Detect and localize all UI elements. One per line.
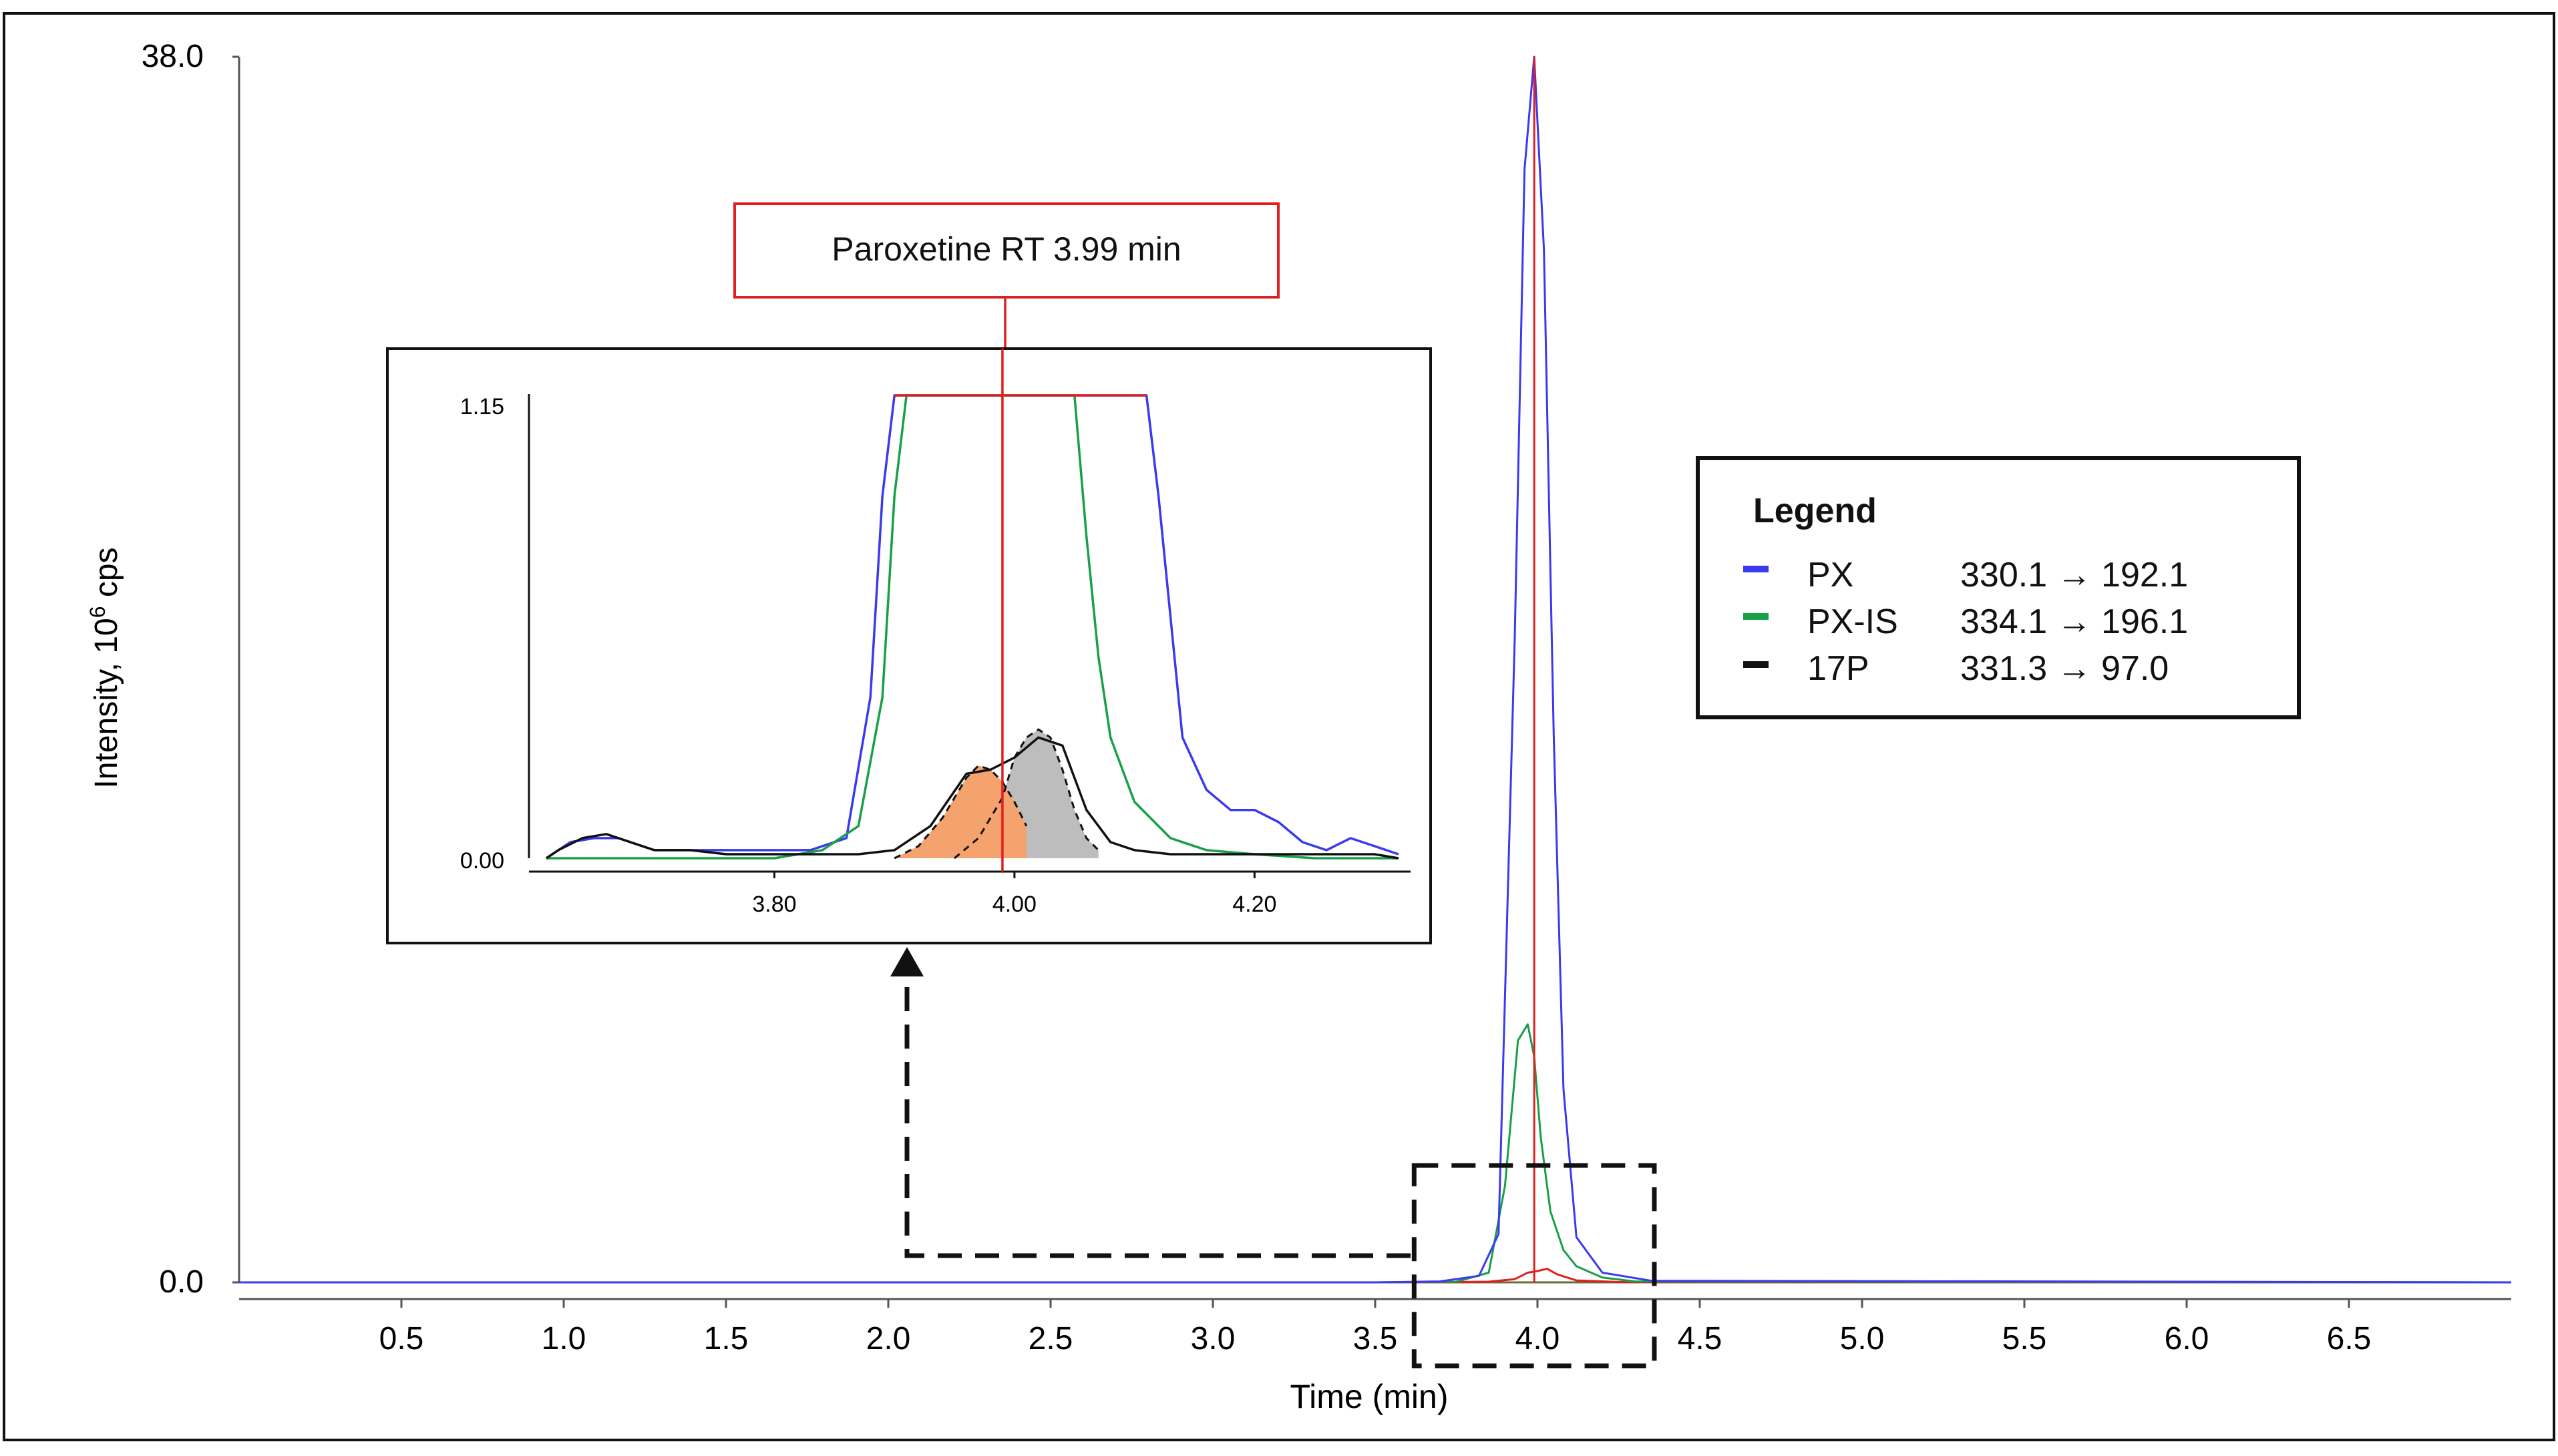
legend-item-name: PX: [1807, 556, 1853, 594]
x-axis-title: Time (min): [1290, 1378, 1448, 1415]
inset-x-ticks: 3.80 4.00 4.20: [752, 872, 1276, 917]
legend-title: Legend: [1753, 492, 1877, 530]
y-tick-label-top: 38.0: [142, 39, 204, 74]
legend: Legend PX 330.1 → 192.1 PX-IS 334.1 → 19…: [1696, 456, 2301, 719]
legend-item-name: 17P: [1807, 649, 1869, 688]
main-x-ticks: 0.5 1.0 1.5 2.0 2.5 3.0 3.5 4.0 4.5 5.0 5.5 6.0 6.5: [379, 1299, 2372, 1356]
inset-y-tick-label-bottom: 0.00: [460, 848, 504, 874]
inset-frame: [386, 347, 1432, 944]
x-tick-label: 4.0: [1515, 1321, 1560, 1356]
main-axes: 38.0 0.0 0.5 1.0 1.5 2.0 2.5 3.0 3.5 4.0 4.5 5.0 5…: [85, 39, 2511, 1415]
x-tick-label: 4.5: [1678, 1321, 1722, 1356]
legend-item: PX-IS 334.1 → 196.1: [1743, 602, 2188, 641]
legend-item-transition: 334.1 → 196.1: [1960, 602, 2188, 641]
zoom-connector-arrowhead: [890, 947, 924, 976]
zoom-connector-arrow-line: [904, 975, 1411, 1258]
main-series-line-17p: [239, 1268, 2512, 1284]
inset-px-peak-fill-orange: [894, 765, 1027, 858]
inset-x-tick-label: 3.80: [752, 892, 796, 917]
inset-y-tick-label-top: 1.15: [460, 394, 504, 419]
x-tick-label: 5.0: [1840, 1321, 1885, 1356]
legend-item-name: PX-IS: [1807, 602, 1898, 641]
x-tick-label: 2.5: [1029, 1321, 1073, 1356]
rt-label: Paroxetine RT 3.99 min: [832, 230, 1181, 268]
legend-item: PX 330.1 → 192.1: [1743, 556, 2188, 594]
inset-gray-peak-outline: [954, 728, 1099, 860]
rt-annotation: Paroxetine RT 3.99 min: [733, 202, 1280, 349]
legend-item: 17P 331.3 → 97.0: [1743, 649, 2169, 688]
legend-item-transition: 331.3 → 97.0: [1960, 649, 2169, 688]
inset-x-tick-label: 4.00: [992, 892, 1037, 917]
y-tick-label-bottom: 0.0: [159, 1264, 204, 1300]
x-tick-label: 6.5: [2327, 1321, 2372, 1356]
x-tick-label: 1.0: [542, 1321, 586, 1356]
legend-box: [1696, 456, 2301, 719]
inset-zoom-chart: 1.15 0.00 3.80 4.00 4.20: [386, 347, 1432, 944]
x-tick-label: 2.0: [866, 1321, 911, 1356]
x-tick-label: 5.5: [2002, 1321, 2047, 1356]
inset-series-line-17p: [546, 736, 1399, 860]
y-axis-title: Intensity, 106 cps: [85, 547, 124, 788]
rt-label-box: [733, 202, 1280, 299]
x-tick-label: 3.0: [1191, 1321, 1236, 1356]
x-tick-label: 1.5: [704, 1321, 749, 1356]
x-tick-label: 0.5: [379, 1321, 424, 1356]
zoom-region-box: [1411, 1163, 1657, 1369]
inset-x-tick-label: 4.20: [1232, 892, 1276, 917]
legend-item-transition: 330.1 → 192.1: [1960, 556, 2188, 594]
inset-peak-fills: [894, 729, 1099, 858]
inset-orange-peak-outline: [894, 764, 1028, 860]
x-tick-label: 6.0: [2165, 1321, 2209, 1356]
x-tick-label: 3.5: [1353, 1321, 1398, 1356]
